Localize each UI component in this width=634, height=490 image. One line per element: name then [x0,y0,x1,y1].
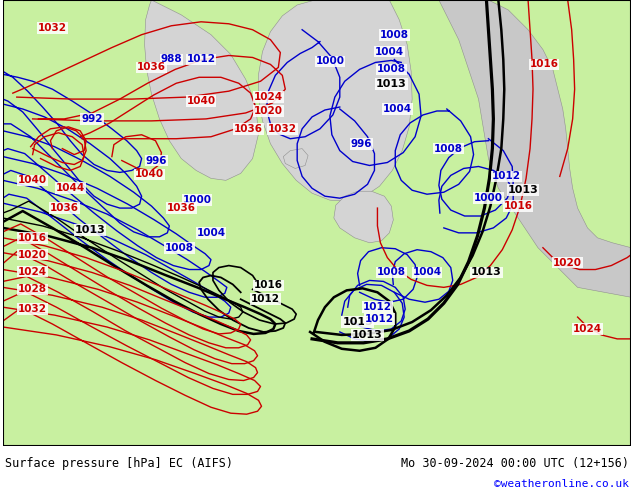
Text: 1013: 1013 [342,317,373,327]
Text: 1020: 1020 [254,106,283,116]
Text: 1008: 1008 [377,268,406,277]
Text: 1012: 1012 [492,172,521,181]
Text: 1044: 1044 [56,183,85,193]
Text: 1016: 1016 [503,201,533,211]
Text: Surface pressure [hPa] EC (AIFS): Surface pressure [hPa] EC (AIFS) [5,457,233,469]
Text: 1036: 1036 [50,203,79,213]
Text: 1040: 1040 [135,170,164,179]
Polygon shape [488,0,631,248]
Text: 1024: 1024 [254,92,283,102]
Text: 1000: 1000 [315,56,344,67]
Text: 1013: 1013 [75,225,105,235]
Text: 1000: 1000 [474,193,503,203]
Text: 1013: 1013 [352,330,383,340]
Text: 1012: 1012 [363,302,392,312]
Text: 1036: 1036 [234,124,263,134]
Text: 1013: 1013 [508,185,538,195]
Text: 1013: 1013 [376,79,406,89]
Text: 1020: 1020 [18,250,47,260]
Text: 1012: 1012 [251,294,280,304]
Text: 1012: 1012 [186,54,216,65]
Text: 1032: 1032 [268,124,297,134]
Text: 1004: 1004 [197,228,226,238]
Text: 1036: 1036 [167,203,196,213]
Text: 1008: 1008 [380,30,409,40]
Text: 1012: 1012 [365,314,394,324]
Text: 1016: 1016 [254,280,283,291]
Text: 1024: 1024 [573,324,602,334]
Text: 1016: 1016 [529,59,559,70]
Text: 992: 992 [81,114,103,124]
Text: 1024: 1024 [18,267,47,276]
Text: 1016: 1016 [18,233,47,243]
Polygon shape [145,0,259,180]
Text: 996: 996 [351,139,372,148]
Polygon shape [3,0,631,446]
Polygon shape [334,191,393,243]
Text: 1004: 1004 [383,104,412,114]
Text: 1028: 1028 [18,284,47,294]
Text: 988: 988 [160,54,182,65]
Text: 1004: 1004 [413,268,441,277]
Text: 1013: 1013 [471,268,502,277]
Text: 996: 996 [146,155,167,166]
Text: 1008: 1008 [434,144,463,154]
Text: 1008: 1008 [165,243,194,253]
Polygon shape [283,148,308,169]
Text: 1000: 1000 [183,195,212,205]
Text: 1036: 1036 [137,62,166,73]
Text: 1004: 1004 [375,47,404,56]
Text: 1040: 1040 [18,175,47,185]
Text: 1032: 1032 [18,304,47,314]
Text: 1008: 1008 [377,64,406,74]
Text: ©weatheronline.co.uk: ©weatheronline.co.uk [494,479,629,489]
Text: 1032: 1032 [38,23,67,33]
Text: Mo 30-09-2024 00:00 UTC (12+156): Mo 30-09-2024 00:00 UTC (12+156) [401,457,629,469]
Text: 1020: 1020 [553,258,582,268]
Text: 1040: 1040 [186,96,216,106]
Polygon shape [259,0,412,201]
